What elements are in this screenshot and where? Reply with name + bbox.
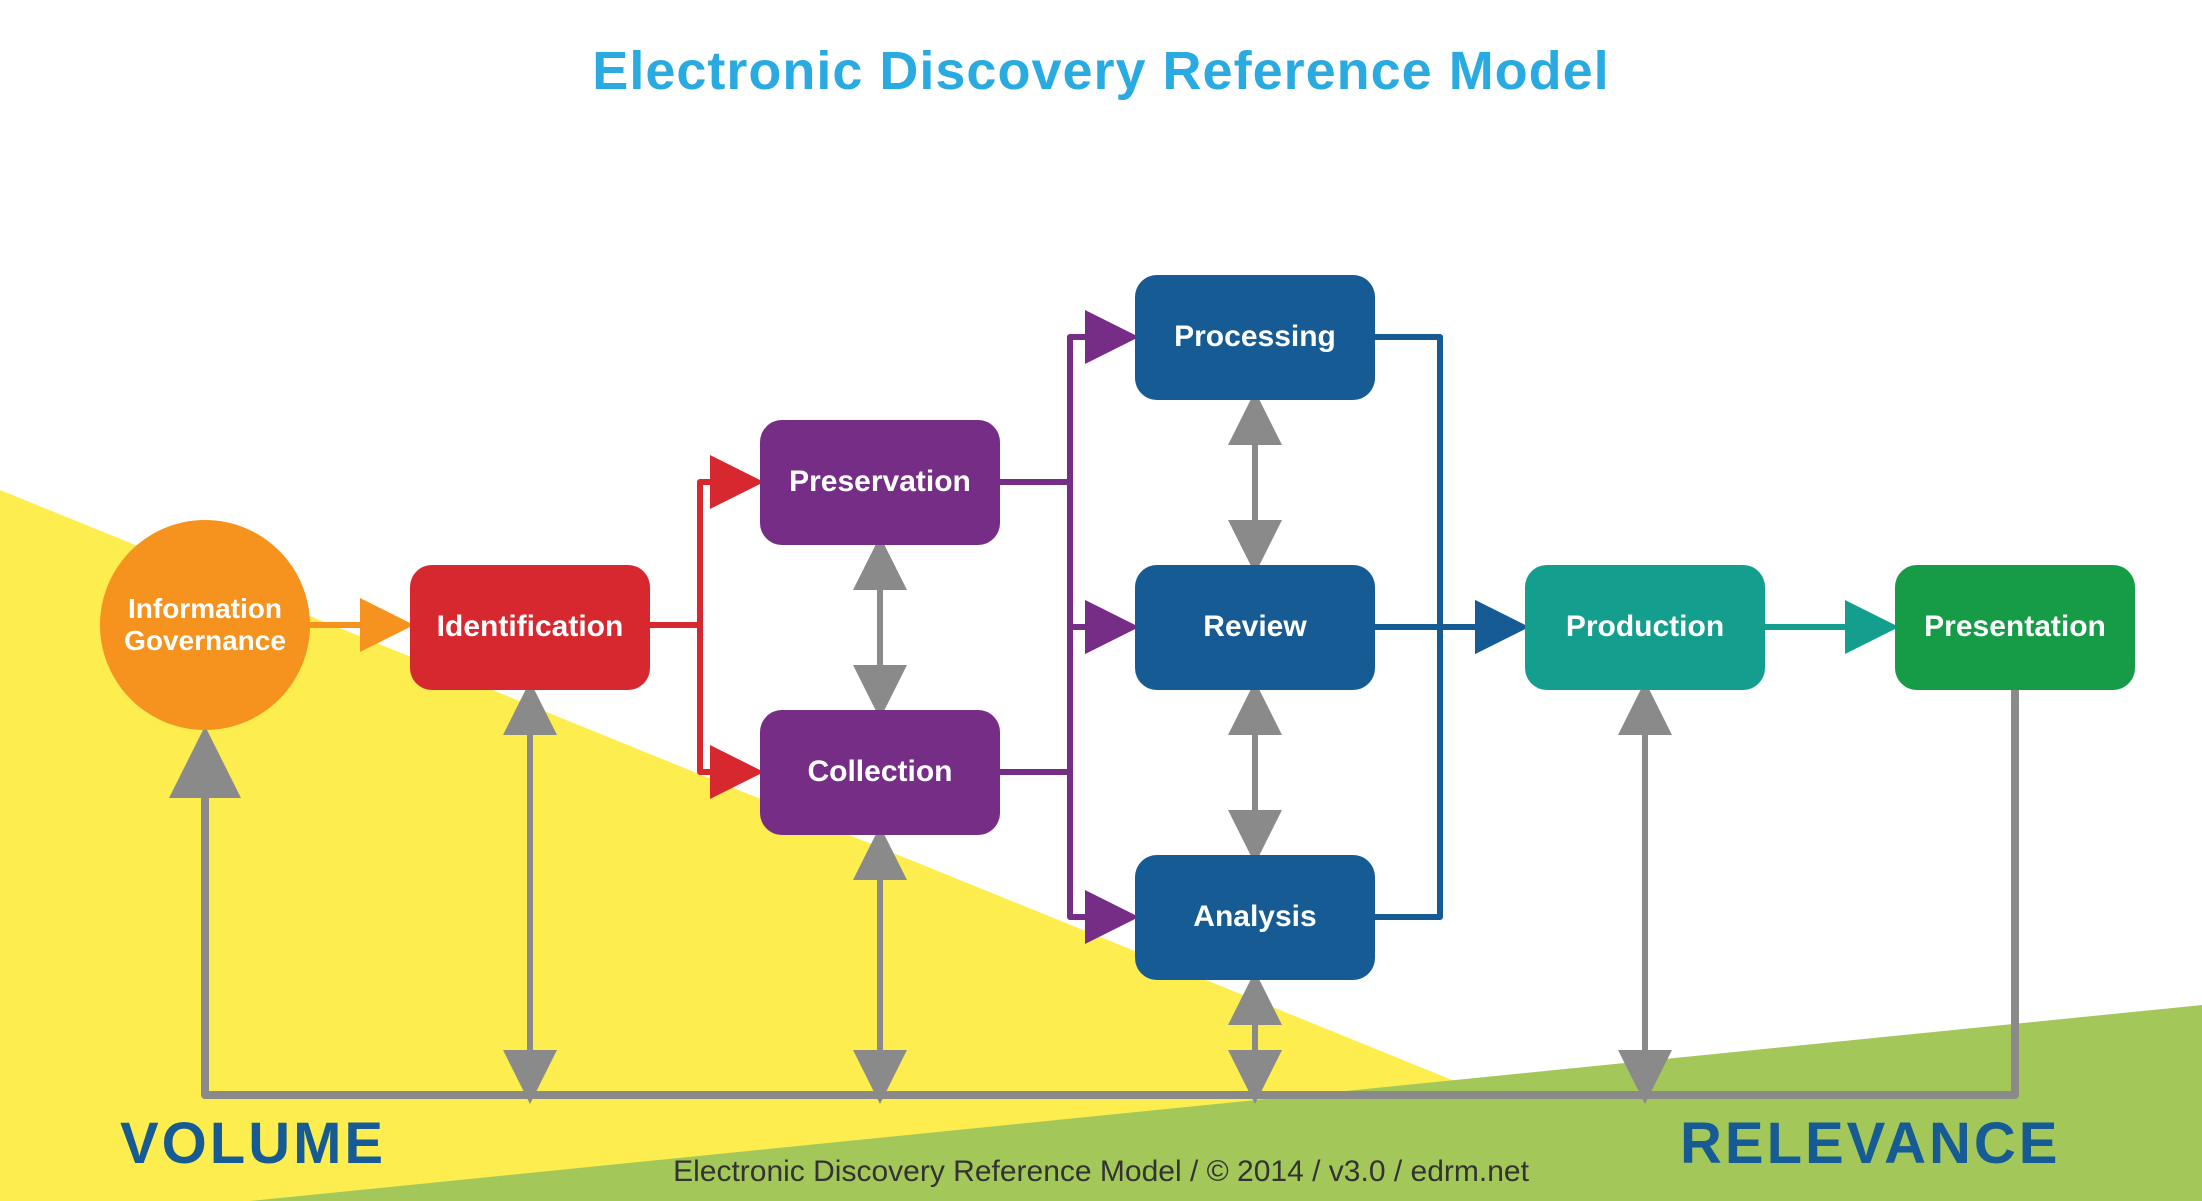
diagram-title: Electronic Discovery Reference Model bbox=[0, 40, 2202, 102]
node-info-governance: Information Governance bbox=[100, 520, 310, 730]
footer-caption: Electronic Discovery Reference Model / ©… bbox=[0, 1155, 2202, 1189]
node-production: Production bbox=[1525, 565, 1765, 690]
node-review: Review bbox=[1135, 565, 1375, 690]
node-preservation: Preservation bbox=[760, 420, 1000, 545]
node-presentation: Presentation bbox=[1895, 565, 2135, 690]
background-svg bbox=[0, 0, 2202, 1201]
node-analysis: Analysis bbox=[1135, 855, 1375, 980]
diagram-stage: { "canvas": { "width": 2202, "height": 1… bbox=[0, 0, 2202, 1201]
node-processing: Processing bbox=[1135, 275, 1375, 400]
node-identification: Identification bbox=[410, 565, 650, 690]
node-collection: Collection bbox=[760, 710, 1000, 835]
